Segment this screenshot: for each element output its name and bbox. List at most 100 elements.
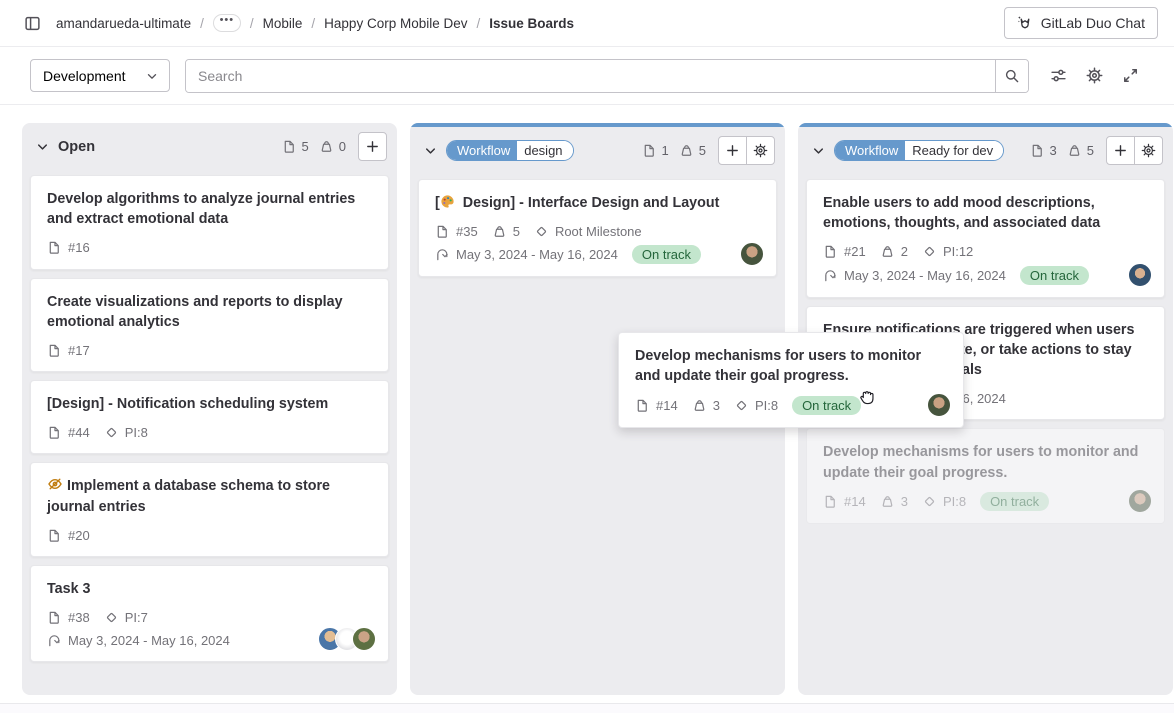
assignee-avatars (1128, 489, 1152, 514)
issue-reference: #20 (47, 528, 90, 543)
issue-iteration-dates: May 3, 2024 - May 16, 2024 (47, 633, 230, 648)
breadcrumb-subgroup[interactable]: Happy Corp Mobile Dev (324, 15, 468, 31)
scoped-label-value: design (517, 141, 573, 160)
card-meta-row: #16 (47, 239, 372, 257)
issue-milestone-value: PI:8 (124, 424, 148, 440)
issue-reference-value: #20 (68, 527, 90, 543)
duo-chat-tanuki-icon (1017, 15, 1033, 31)
column-scoped-label[interactable]: Workflow design (446, 140, 574, 161)
board-card[interactable]: Enable users to add mood descriptions, e… (806, 179, 1165, 298)
assignee-avatars (1128, 262, 1152, 287)
column-scoped-label[interactable]: Workflow Ready for dev (834, 140, 1005, 161)
board-config-button[interactable] (1080, 62, 1108, 90)
search-button[interactable] (995, 59, 1028, 92)
dragged-issue-card[interactable]: Develop mechanisms for users to monitor … (618, 332, 964, 428)
issue-count-value: 5 (301, 139, 309, 154)
board-card[interactable]: Implement a database schema to store jou… (30, 462, 389, 558)
issue-type-icon (1030, 143, 1045, 158)
sidebar-toggle-button[interactable] (16, 7, 48, 39)
card-meta-row: May 3, 2024 - May 16, 2024 On track (435, 245, 760, 265)
column-weight-count: 5 (1067, 143, 1094, 158)
card-meta: #20 (47, 526, 372, 544)
issue-reference: #17 (47, 343, 90, 358)
confidential-icon (47, 476, 63, 492)
search-icon (1004, 68, 1020, 84)
column-weight-count: 5 (679, 143, 706, 158)
board-action-icons (1044, 62, 1144, 90)
assignee-avatars (740, 242, 764, 267)
avatar (352, 627, 376, 652)
column-header: Open 5 0 (22, 123, 397, 167)
card-meta: #44 PI:8 (47, 423, 372, 441)
search-input[interactable] (186, 59, 995, 92)
board-preferences-button[interactable] (1044, 62, 1072, 90)
issue-reference: #14 (635, 398, 678, 413)
expand-icon (1122, 67, 1139, 84)
issue-milestone: Root Milestone (534, 224, 642, 239)
gitlab-duo-chat-button[interactable]: GitLab Duo Chat (1003, 7, 1158, 39)
palette-emoji-icon (440, 194, 455, 209)
card-meta: #14 3 PI:8 On track (823, 492, 1148, 512)
issue-weight: 2 (880, 244, 908, 259)
duo-chat-label: GitLab Duo Chat (1040, 15, 1145, 31)
board-card[interactable]: Task 3 #38 PI:7 May 3, 2024 - May 16, 2024 (30, 565, 389, 663)
breadcrumb: amandarueda-ultimate / ••• / Mobile / Ha… (56, 14, 1004, 32)
issue-type-icon (47, 343, 62, 358)
column-issue-count: 1 (642, 143, 669, 158)
add-issue-button[interactable] (718, 136, 747, 165)
milestone-icon (922, 494, 937, 509)
plus-icon (1113, 143, 1128, 158)
breadcrumb-project[interactable]: amandarueda-ultimate (56, 15, 192, 31)
issue-weight-value: 3 (900, 494, 908, 510)
issue-type-icon (282, 139, 297, 154)
issue-weight-value: 5 (512, 223, 520, 239)
board-card[interactable]: [Design] - Notification scheduling syste… (30, 380, 389, 455)
breadcrumb-separator: / (200, 15, 204, 31)
issue-reference-value: #16 (68, 240, 90, 256)
column-card-list: Enable users to add mood descriptions, e… (798, 171, 1173, 532)
card-title: [ Design] - Interface Design and Layout (435, 194, 720, 211)
card-meta-row: #14 3 PI:8 On track (823, 492, 1148, 512)
board-filter-bar: Development (0, 47, 1174, 105)
board-card[interactable]: Create visualizations and reports to dis… (30, 277, 389, 373)
list-settings-button[interactable] (1134, 136, 1163, 165)
card-meta-row: #44 PI:8 (47, 423, 372, 441)
issue-weight-value: 2 (900, 244, 908, 260)
gear-icon (753, 143, 768, 158)
board-card-drag-placeholder: Develop mechanisms for users to monitor … (806, 428, 1165, 525)
board-card[interactable]: Develop algorithms to analyze journal en… (30, 175, 389, 270)
weight-icon (880, 244, 895, 259)
breadcrumb-separator: / (249, 15, 254, 31)
add-issue-button[interactable] (1106, 136, 1135, 165)
weight-icon (692, 398, 707, 413)
iteration-icon (435, 247, 450, 262)
sliders-icon (1050, 67, 1067, 84)
weight-count-value: 5 (1086, 143, 1094, 158)
card-meta: #16 (47, 239, 372, 257)
column-collapse-button[interactable] (418, 139, 442, 163)
column-card-list: Develop algorithms to analyze journal en… (22, 167, 397, 670)
issue-type-icon (823, 494, 838, 509)
issue-reference-value: #35 (456, 223, 478, 239)
iteration-icon (823, 268, 838, 283)
issue-reference: #44 (47, 425, 90, 440)
board-switcher-dropdown[interactable]: Development (30, 59, 170, 92)
list-settings-button[interactable] (746, 136, 775, 165)
issue-type-icon (642, 143, 657, 158)
column-issue-count: 3 (1030, 143, 1057, 158)
card-title: Develop mechanisms for users to monitor … (635, 348, 922, 385)
issue-milestone: PI:8 (734, 398, 778, 413)
column-accent-bar (410, 123, 785, 127)
breadcrumb-separator: / (311, 15, 316, 31)
board-card[interactable]: [ Design] - Interface Design and Layout #… (418, 179, 777, 278)
column-collapse-button[interactable] (806, 139, 830, 163)
breadcrumb-ellipsis-button[interactable]: ••• (212, 14, 241, 32)
add-issue-button[interactable] (358, 132, 387, 161)
breadcrumb-group[interactable]: Mobile (262, 15, 303, 31)
column-collapse-button[interactable] (30, 135, 54, 159)
board-fullscreen-button[interactable] (1116, 62, 1144, 90)
iteration-dates-value: May 3, 2024 - May 16, 2024 (844, 267, 1006, 283)
